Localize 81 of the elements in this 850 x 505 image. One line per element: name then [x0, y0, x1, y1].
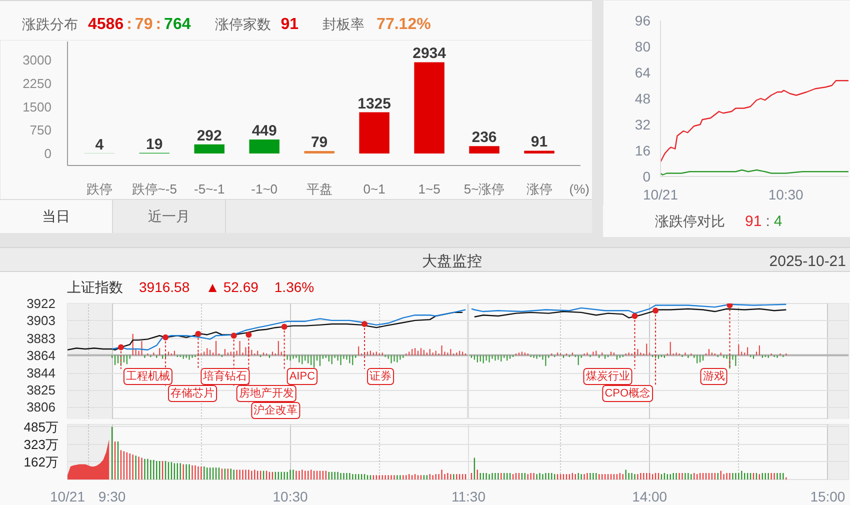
text: :: [126, 16, 132, 33]
text: 上证指数: [67, 279, 123, 295]
y-tick-label: 3922: [26, 296, 56, 311]
y-tick-label: 80: [634, 38, 651, 54]
chart-title: 大盘监控: [422, 253, 482, 270]
y-tick-label: 3825: [26, 382, 56, 398]
annotation: AIPC: [289, 370, 316, 382]
annotation: 培育钻石: [202, 370, 248, 382]
y-tick-label: 1500: [22, 99, 52, 114]
text: 79: [134, 16, 153, 33]
annotation: 沪企改革: [254, 404, 298, 416]
data-label: 79: [310, 134, 328, 152]
y-tick-label: 3883: [26, 330, 56, 346]
y-tick-label: 323万: [24, 436, 59, 452]
x-tick-label: 10/21: [50, 488, 86, 504]
y-tick-label: 16: [634, 142, 651, 158]
text: 1.36%: [274, 279, 314, 295]
y-tick-label: 3806: [26, 400, 56, 415]
y-tick-label: 162万: [24, 454, 59, 470]
text: 涨停家数: [214, 16, 271, 32]
y-tick-label: 2250: [22, 76, 52, 92]
x-tick-label: 跌停~-5: [132, 182, 177, 196]
chart-title: 涨跌分布: [22, 16, 78, 32]
y-tick-label: 96: [634, 12, 651, 28]
annotation: 存储芯片: [170, 386, 215, 400]
data-label: 292: [196, 127, 222, 144]
text: 764: [164, 16, 191, 33]
data-label: 91: [530, 134, 548, 151]
y-tick-label: 64: [634, 64, 651, 80]
y-tick-label: 3844: [26, 366, 56, 381]
text: 4586: [88, 16, 124, 33]
x-tick-label: 5~涨停: [464, 182, 505, 196]
y-tick-label: 48: [634, 90, 651, 106]
x-tick-label: 10:30: [768, 186, 804, 202]
text: 封板率: [322, 16, 365, 32]
data-label: 4: [95, 136, 104, 154]
x-tick-label: 平盘: [306, 182, 332, 196]
y-tick-label: 0: [44, 146, 52, 162]
x-tick-label: -1~0: [251, 182, 278, 196]
y-tick-label: 3000: [22, 52, 52, 68]
y-tick-label: 3864: [26, 348, 56, 363]
text: 91: [280, 16, 299, 33]
data-label: 2934: [412, 45, 447, 62]
annotation: 工程机械: [126, 370, 170, 382]
text: 当日: [0, 200, 113, 233]
chart-subtitle: 2025-10-21: [769, 252, 846, 272]
x-tick-label: 10/21: [642, 186, 678, 202]
annotation: 房地产开发: [238, 386, 294, 400]
data-label: 19: [146, 136, 163, 153]
x-tick-label: 涨停: [526, 182, 552, 196]
text: 77.12%: [376, 16, 431, 33]
y-tick-label: 32: [634, 116, 651, 132]
x-axis-title: (%): [569, 182, 590, 196]
y-tick-label: 485万: [24, 420, 59, 434]
x-tick-label: 跌停: [86, 182, 112, 196]
y-tick-label: 0: [642, 168, 651, 184]
text: 3916.58: [139, 279, 190, 295]
x-tick-label: 1~5: [418, 182, 440, 196]
annotation: CPO概念: [604, 388, 651, 400]
text: :: [156, 16, 162, 33]
text: :: [766, 213, 770, 230]
y-tick-label: 750: [30, 122, 52, 138]
text: ▲ 52.69: [206, 279, 258, 295]
x-tick-label: 15:00: [810, 488, 846, 504]
data-label: 1325: [358, 95, 391, 112]
text: 4: [774, 213, 782, 230]
annotation: 证券: [370, 370, 392, 382]
x-tick-label: -5~-1: [194, 182, 225, 196]
x-tick-label: 10:30: [272, 488, 308, 504]
data-label: 449: [252, 122, 277, 140]
y-tick-label: 3903: [26, 312, 56, 328]
annotation: 煤炭行业: [586, 370, 630, 382]
x-tick-label: 0~1: [363, 182, 386, 196]
x-tick-label: 11:30: [452, 488, 486, 504]
text: 近一月: [113, 200, 226, 233]
annotation: 游戏: [702, 370, 725, 382]
x-tick-label: 14:00: [632, 488, 668, 504]
x-tick-label: 9:30: [98, 488, 126, 504]
data-label: 236: [472, 129, 497, 146]
text: 涨跌停对比: [655, 213, 725, 229]
text: 91: [745, 213, 762, 230]
